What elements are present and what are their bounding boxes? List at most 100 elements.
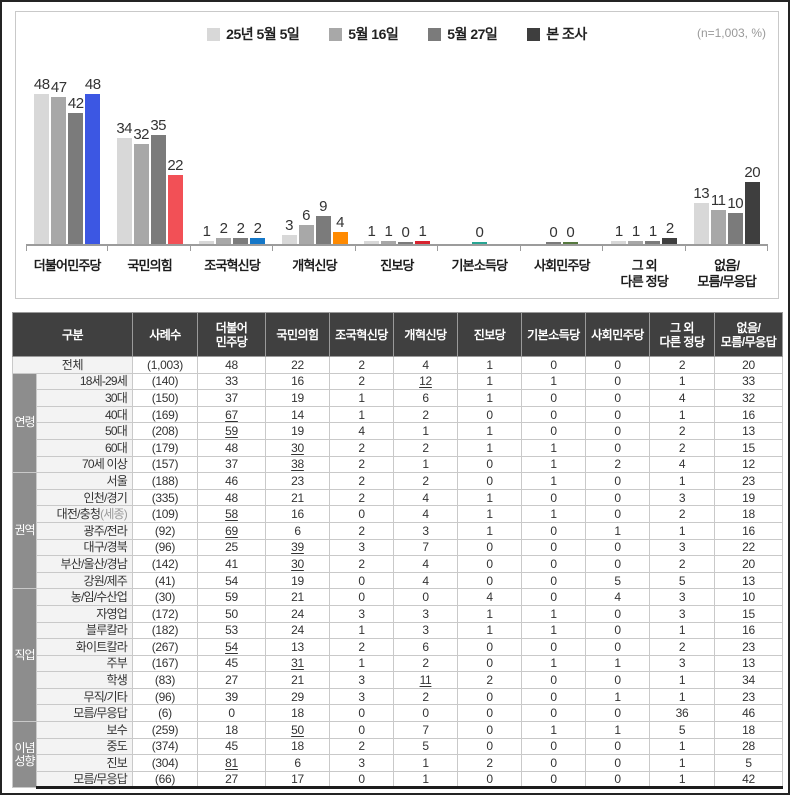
bar — [363, 240, 379, 244]
data-cell: 4 — [393, 571, 458, 590]
row-label: 화이트칼라 — [36, 638, 133, 656]
data-cell: 2 — [393, 472, 458, 490]
table-row: 강원/제주 (41) 54 19 0 4 0 0 5 5 13 — [13, 571, 783, 590]
data-cell: 0 — [457, 654, 522, 673]
bar — [51, 97, 67, 244]
category-label: 진보당 — [380, 258, 414, 273]
data-cell: 21 — [265, 671, 330, 689]
row-label: 보수 — [36, 721, 133, 739]
table-row: 광주/전라 (92) 69 6 2 3 1 0 1 1 16 — [13, 521, 783, 540]
table-row: 40대 (169) 67 14 1 2 0 0 0 1 16 — [13, 405, 783, 424]
data-cell: 23 — [265, 472, 330, 490]
data-cell: 18 — [265, 737, 330, 756]
data-cell: 0 — [329, 770, 394, 790]
bar-wrapper: 1 — [199, 223, 215, 244]
data-cell: 27 — [197, 770, 266, 790]
data-cell: 1 — [457, 604, 522, 623]
data-cell: 3 — [393, 521, 458, 540]
legend-label: 본 조사 — [546, 26, 587, 42]
bar-wrapper: 13 — [693, 185, 710, 244]
sample-size-cell: (96) — [132, 538, 198, 557]
data-cell: 33 — [197, 372, 266, 391]
legend-label: 5월 27일 — [447, 26, 498, 42]
data-cell: 0 — [521, 638, 586, 656]
data-cell: 19 — [265, 389, 330, 407]
data-cell: 0 — [585, 505, 650, 523]
data-cell: 0 — [329, 571, 394, 590]
section-label: 연령 — [12, 372, 37, 474]
table-row: 중도 (374) 45 18 2 5 0 0 0 1 28 — [13, 737, 783, 756]
sample-size-cell: (335) — [132, 488, 198, 507]
data-cell: 13 — [265, 638, 330, 656]
data-cell: 3 — [329, 687, 394, 706]
data-cell: 1 — [649, 754, 715, 772]
data-cell: 1 — [649, 621, 715, 640]
data-cell: 37 — [197, 455, 266, 474]
data-cell: 0 — [457, 405, 522, 424]
data-cell: 0 — [585, 621, 650, 640]
bar-wrapper: 47 — [51, 79, 67, 244]
table-row: 인천/경기 (335) 48 21 2 4 1 0 0 3 19 — [13, 488, 783, 507]
data-cell: 18 — [197, 721, 266, 739]
table-row: 30대 (150) 37 19 1 6 1 0 0 4 32 — [13, 389, 783, 407]
data-cell: 0 — [521, 754, 586, 772]
data-cell: 59 — [197, 588, 266, 606]
data-cell: 0 — [585, 704, 650, 723]
data-cell: 0 — [457, 455, 522, 474]
legend-swatch — [329, 27, 343, 41]
sample-size-cell: (157) — [132, 455, 198, 474]
category-label: 그 외 다른 정당 — [620, 258, 669, 289]
data-cell: 0 — [521, 704, 586, 723]
data-cell: 1 — [521, 372, 586, 391]
column-header: 없음/모름/무응답 — [714, 312, 783, 357]
table-row: 부산/울산/경남 (142) 41 30 2 4 0 0 0 2 20 — [13, 555, 783, 573]
bar-wrapper: 20 — [744, 164, 761, 244]
row-label: 모름/무응답 — [36, 704, 133, 723]
bar — [397, 242, 413, 244]
bar-value-label: 48 — [33, 76, 50, 94]
data-cell: 13 — [714, 571, 783, 590]
bar-wrapper: 0 — [545, 224, 561, 244]
data-cell: 1 — [649, 737, 715, 756]
bar-value-label: 1 — [631, 222, 640, 240]
bar-value-label: 1 — [367, 222, 376, 240]
data-cell: 3 — [329, 604, 394, 623]
data-cell: 2 — [329, 372, 394, 391]
bar-value-label: 34 — [116, 119, 132, 137]
bar-value-label: 2 — [665, 219, 674, 237]
data-cell: 0 — [457, 687, 522, 706]
row-label: 전체 — [12, 356, 133, 374]
data-cell: 30 — [265, 438, 330, 457]
data-cell: 48 — [197, 356, 266, 374]
sample-size-cell: (172) — [132, 604, 198, 623]
data-cell: 6 — [393, 638, 458, 656]
data-cell: 0 — [457, 472, 522, 490]
data-cell: 16 — [265, 372, 330, 391]
data-cell: 81 — [197, 754, 266, 772]
data-cell: 1 — [457, 438, 522, 457]
bar-wrapper: 34 — [116, 119, 132, 244]
data-cell: 16 — [265, 505, 330, 523]
bar-group: 0 — [438, 60, 522, 251]
column-header: 진보당 — [457, 312, 522, 357]
data-cell: 2 — [329, 472, 394, 490]
data-cell: 0 — [393, 704, 458, 723]
data-cell: 48 — [197, 488, 266, 507]
category-label: 조국혁신당 — [204, 258, 261, 273]
bar-wrapper: 0 — [562, 224, 578, 244]
data-cell: 0 — [457, 770, 522, 790]
data-cell: 4 — [393, 505, 458, 523]
data-cell: 1 — [521, 455, 586, 474]
bar-wrapper: 1 — [628, 222, 644, 244]
data-cell: 6 — [265, 521, 330, 540]
data-cell: 31 — [265, 654, 330, 673]
data-cell: 39 — [197, 687, 266, 706]
bar-value-label: 10 — [727, 194, 744, 212]
data-cell: 2 — [329, 555, 394, 573]
data-cell: 2 — [329, 638, 394, 656]
data-cell: 5 — [585, 571, 650, 590]
bar-value-label: 48 — [84, 76, 101, 94]
legend-swatch — [207, 27, 221, 41]
